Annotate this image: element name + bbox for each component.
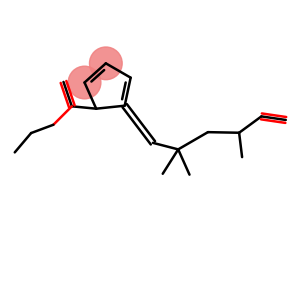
Circle shape (68, 66, 101, 99)
Circle shape (89, 47, 122, 80)
